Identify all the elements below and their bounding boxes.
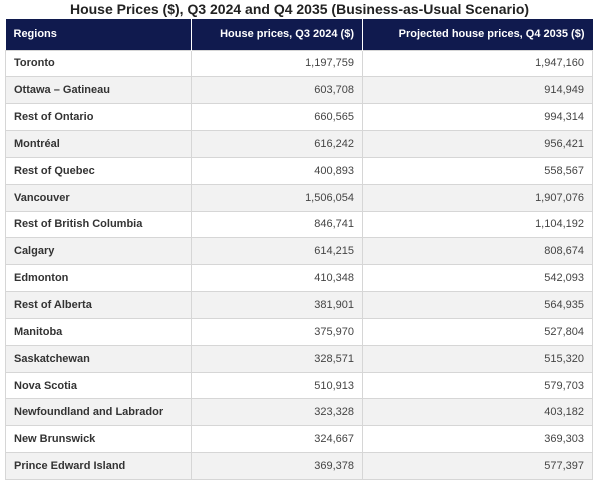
table-row: Saskatchewan 328,571 515,320 [5,344,593,373]
q3-2024-price-cell: 324,667 [191,425,363,454]
table-row: Montréal 616,242 956,421 [5,130,593,158]
q4-2035-projected-price-cell: 808,674 [362,237,593,266]
region-cell: Vancouver [5,183,192,212]
q4-2035-projected-price-cell: 515,320 [362,344,593,373]
region-cell: Toronto [5,49,192,78]
region-cell: Newfoundland and Labrador [5,398,192,427]
table-header: Regions House prices, Q3 2024 ($) Projec… [5,19,593,50]
q3-2024-price-cell: 381,901 [191,291,363,319]
table-row: Rest of Quebec 400,893 558,567 [5,156,593,185]
q4-2035-projected-price-cell: 558,567 [362,156,593,185]
region-cell: Ottawa – Gatineau [5,76,192,105]
q4-2035-projected-price-cell: 956,421 [362,130,593,158]
table-row: Prince Edward Island 369,378 577,397 [5,452,593,480]
table-row: New Brunswick 324,667 369,303 [5,425,593,454]
q4-2035-projected-price-cell: 994,314 [362,103,593,132]
table-row: Edmonton 410,348 542,093 [5,264,593,293]
q4-2035-projected-price-cell: 1,907,076 [362,183,593,212]
table-row: Calgary 614,215 808,674 [5,237,593,266]
q4-2035-projected-price-cell: 579,703 [362,371,593,400]
region-cell: Montréal [5,130,192,158]
q3-2024-price-cell: 603,708 [191,76,363,105]
table-row: Nova Scotia 510,913 579,703 [5,371,593,400]
q3-2024-price-cell: 328,571 [191,344,363,373]
q3-2024-price-cell: 323,328 [191,398,363,427]
region-cell: Calgary [5,237,192,266]
q4-2035-projected-price-cell: 577,397 [362,452,593,480]
q4-2035-projected-price-cell: 527,804 [362,317,593,346]
header-row: Regions House prices, Q3 2024 ($) Projec… [5,19,593,50]
q4-2035-projected-price-cell: 1,947,160 [362,49,593,78]
column-header-regions: Regions [5,19,192,50]
q3-2024-price-cell: 616,242 [191,130,363,158]
table-row: Rest of British Columbia 846,741 1,104,192 [5,210,593,239]
region-cell: Manitoba [5,317,192,346]
column-header-q4-2035: Projected house prices, Q4 2035 ($) [398,28,585,41]
column-header-q3-2024: House prices, Q3 2024 ($) [191,19,363,50]
q3-2024-price-cell: 510,913 [191,371,363,400]
region-cell: New Brunswick [5,425,192,454]
table-row: Ottawa – Gatineau 603,708 914,949 [5,76,593,105]
table-row: Newfoundland and Labrador 323,328 403,182 [5,398,593,427]
table-row: Rest of Ontario 660,565 994,314 [5,103,593,132]
q4-2035-projected-price-cell: 403,182 [362,398,593,427]
region-cell: Prince Edward Island [5,452,192,480]
q4-2035-projected-price-cell: 1,104,192 [362,210,593,239]
q4-2035-projected-price-cell: 914,949 [362,76,593,105]
region-cell: Edmonton [5,264,192,293]
table-row: Toronto 1,197,759 1,947,160 [5,49,593,78]
q4-2035-projected-price-cell: 542,093 [362,264,593,293]
q3-2024-price-cell: 369,378 [191,452,363,480]
house-prices-table: Regions House prices, Q3 2024 ($) Projec… [5,19,593,480]
q3-2024-price-cell: 660,565 [191,103,363,132]
q4-2035-projected-price-cell: 564,935 [362,291,593,319]
region-cell: Rest of Quebec [5,156,192,185]
region-cell: Rest of British Columbia [5,210,192,239]
region-cell: Rest of Alberta [5,291,192,319]
q3-2024-price-cell: 410,348 [191,264,363,293]
region-cell: Rest of Ontario [5,103,192,132]
house-prices-table-container: Regions House prices, Q3 2024 ($) Projec… [5,19,593,480]
table-row: Vancouver 1,506,054 1,907,076 [5,183,593,212]
q3-2024-price-cell: 400,893 [191,156,363,185]
q3-2024-price-cell: 1,197,759 [191,49,363,78]
q3-2024-price-cell: 846,741 [191,210,363,239]
q3-2024-price-cell: 614,215 [191,237,363,266]
q3-2024-price-cell: 375,970 [191,317,363,346]
table-body: Toronto 1,197,759 1,947,160 Ottawa – Gatine… [5,49,593,480]
table-title: House Prices ($), Q3 2024 and Q4 2035 (B… [69,1,530,17]
table-row: Manitoba 375,970 527,804 [5,317,593,346]
q3-2024-price-cell: 1,506,054 [191,183,363,212]
region-cell: Saskatchewan [5,344,192,373]
table-row: Rest of Alberta 381,901 564,935 [5,291,593,319]
q4-2035-projected-price-cell: 369,303 [362,425,593,454]
region-cell: Nova Scotia [5,371,192,400]
